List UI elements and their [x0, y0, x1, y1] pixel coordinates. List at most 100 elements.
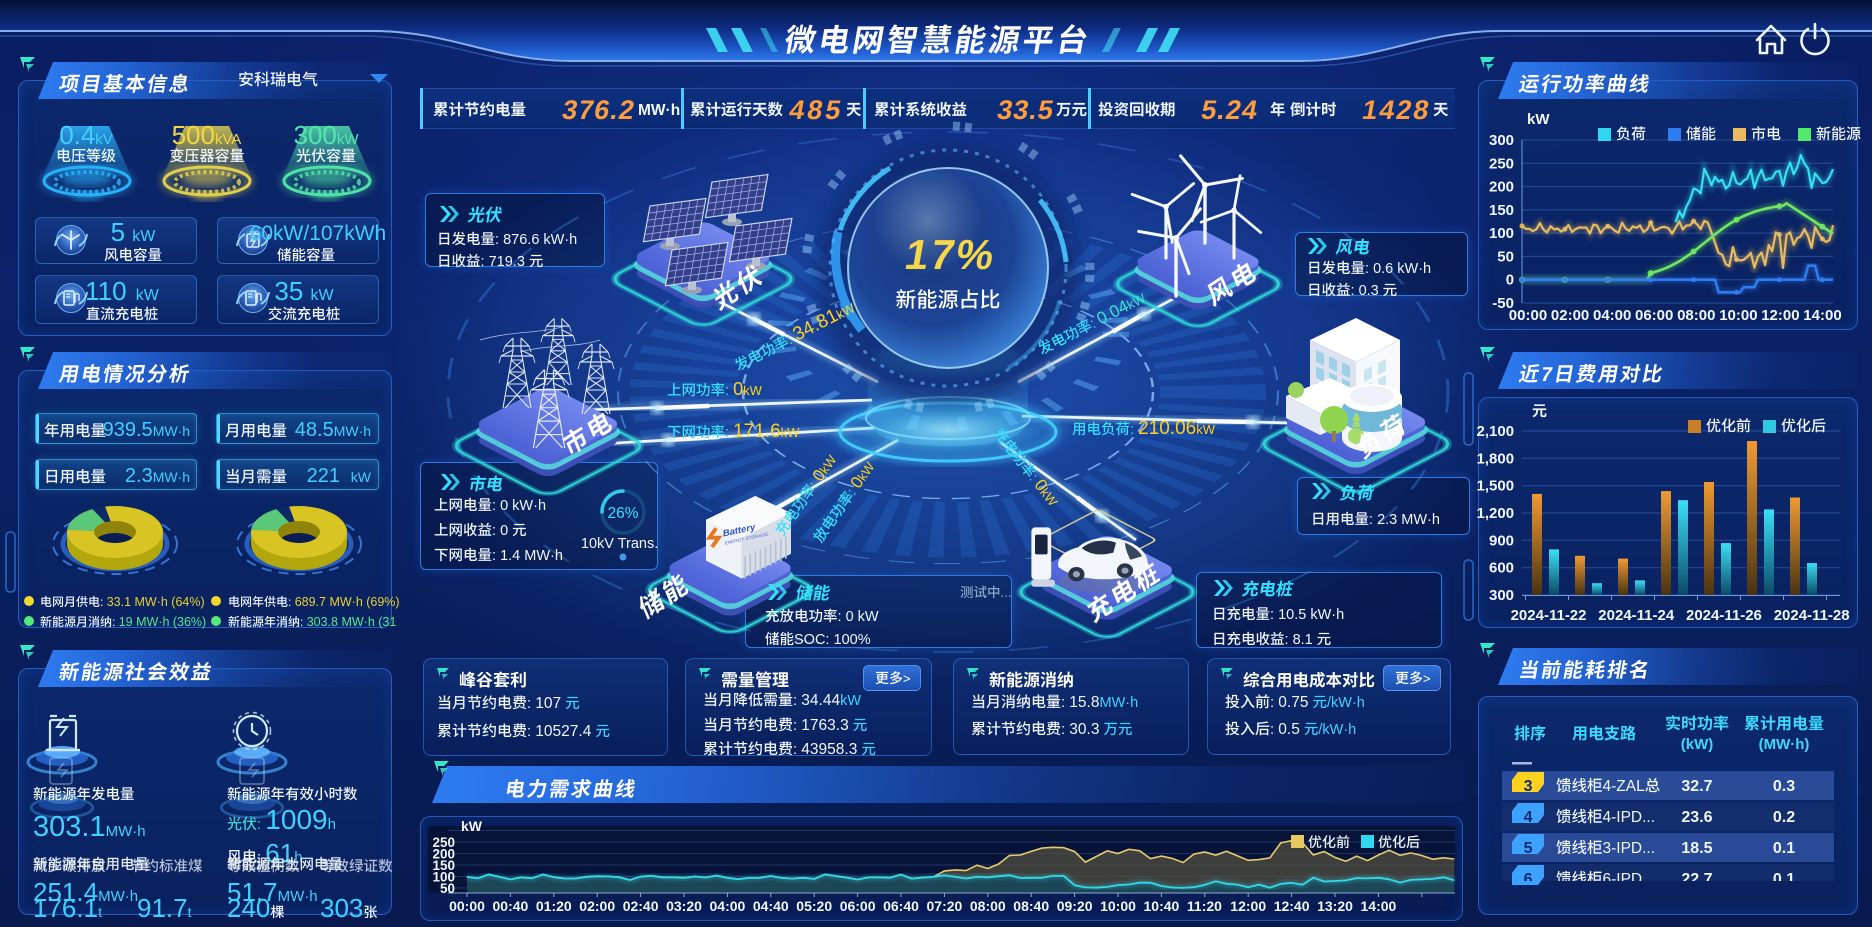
svg-text:15.8: 15.8 — [1069, 694, 1099, 711]
svg-text:06:40: 06:40 — [883, 898, 919, 914]
svg-text:33.1 MW·h (64%): 33.1 MW·h (64%) — [107, 595, 205, 609]
svg-text:kV: kV — [95, 131, 113, 148]
svg-text:0.75: 0.75 — [1278, 694, 1308, 711]
svg-text::: : — [527, 695, 531, 712]
svg-text:0.3: 0.3 — [1359, 283, 1379, 299]
svg-text:300: 300 — [294, 120, 337, 150]
svg-text:08:00: 08:00 — [1677, 307, 1715, 324]
svg-text:04:00: 04:00 — [1593, 307, 1631, 324]
svg-text:02:40: 02:40 — [623, 898, 659, 914]
svg-text:5: 5 — [111, 217, 125, 247]
svg-text::: : — [1088, 316, 1099, 332]
svg-text:12:00: 12:00 — [1230, 898, 1266, 914]
svg-text:kW: kW — [311, 287, 335, 304]
svg-text:6: 6 — [1524, 871, 1533, 888]
svg-text:(kW): (kW) — [1681, 736, 1714, 753]
svg-text:0.1: 0.1 — [1773, 871, 1795, 888]
svg-text:14:00: 14:00 — [1361, 898, 1397, 914]
svg-text:h: h — [294, 849, 302, 866]
svg-text:04:00: 04:00 — [710, 898, 746, 914]
svg-text:250: 250 — [433, 835, 456, 850]
svg-text:719.3: 719.3 — [489, 254, 525, 270]
svg-text:2,100: 2,100 — [1477, 423, 1515, 440]
svg-text:251.4: 251.4 — [33, 877, 98, 907]
svg-text:600: 600 — [1489, 560, 1514, 577]
svg-text::: : — [793, 741, 797, 758]
svg-text:MW·h: MW·h — [106, 823, 146, 840]
svg-text:(MW·h): (MW·h) — [1759, 736, 1810, 753]
svg-text:MW·h: MW·h — [334, 423, 371, 439]
svg-text:...: ... — [1001, 585, 1012, 600]
svg-text:h: h — [328, 816, 336, 833]
svg-text:300: 300 — [1489, 132, 1514, 149]
svg-text:210.06: 210.06 — [1138, 418, 1196, 439]
svg-text:110: 110 — [85, 276, 126, 306]
svg-text:0.4: 0.4 — [59, 120, 95, 150]
svg-text:kW: kW — [743, 383, 763, 398]
svg-text:303.1: 303.1 — [33, 811, 106, 843]
svg-text:1,500: 1,500 — [1477, 478, 1515, 495]
svg-text:900: 900 — [1489, 532, 1514, 549]
svg-text:3: 3 — [1524, 778, 1533, 795]
svg-text:08:00: 08:00 — [970, 898, 1006, 914]
svg-text:6-IPD: 6-IPD — [1603, 871, 1643, 888]
svg-text:200: 200 — [433, 847, 456, 862]
svg-text:05:20: 05:20 — [796, 898, 832, 914]
svg-text:>: > — [903, 671, 911, 686]
svg-text:34.44: 34.44 — [801, 692, 840, 709]
svg-text::: : — [784, 332, 795, 348]
svg-text:02:00: 02:00 — [1551, 307, 1589, 324]
svg-text:1763.3: 1763.3 — [801, 717, 848, 734]
svg-text:4-IPD...: 4-IPD... — [1603, 809, 1656, 826]
svg-text:34.81: 34.81 — [790, 305, 842, 345]
svg-text:04:40: 04:40 — [753, 898, 789, 914]
svg-text:150: 150 — [1489, 202, 1514, 219]
svg-text:kW: kW — [132, 228, 156, 245]
svg-text:2.3: 2.3 — [125, 465, 153, 487]
svg-text::: : — [492, 523, 496, 539]
svg-text:0: 0 — [1506, 272, 1514, 289]
svg-text:14:00: 14:00 — [1803, 307, 1841, 324]
svg-text::: : — [257, 816, 261, 833]
svg-text:1,200: 1,200 — [1477, 505, 1515, 522]
svg-text:176.1: 176.1 — [33, 893, 98, 923]
svg-text:32.7: 32.7 — [1681, 778, 1712, 795]
svg-text:200: 200 — [1489, 179, 1514, 196]
svg-text:MW·h: MW·h — [153, 423, 190, 439]
svg-text:kW: kW — [136, 287, 160, 304]
svg-text::: : — [793, 717, 797, 734]
svg-text::: : — [1270, 721, 1274, 738]
svg-text::: : — [495, 232, 499, 248]
svg-text::: : — [1061, 721, 1065, 738]
svg-text:60kW/107kWh: 60kW/107kWh — [250, 222, 387, 245]
svg-text:2024-11-28: 2024-11-28 — [1774, 607, 1850, 624]
svg-text:kW: kW — [461, 818, 483, 834]
svg-text:00:00: 00:00 — [449, 898, 485, 914]
svg-text::: : — [257, 849, 261, 866]
svg-text:1428: 1428 — [1360, 94, 1433, 125]
svg-text::: : — [100, 595, 103, 609]
svg-text:171.6: 171.6 — [733, 421, 781, 442]
svg-text:22.7: 22.7 — [1681, 871, 1712, 888]
svg-text:MW·h: MW·h — [1100, 695, 1139, 711]
svg-text:17%: 17% — [901, 231, 999, 278]
svg-text:939.5: 939.5 — [103, 419, 153, 441]
svg-text:00:00: 00:00 — [1509, 307, 1547, 324]
svg-text:2024-11-26: 2024-11-26 — [1686, 607, 1762, 624]
svg-text::: : — [725, 425, 729, 441]
svg-text:0.6 kW·h: 0.6 kW·h — [1373, 261, 1431, 277]
svg-text::: : — [1270, 607, 1274, 623]
svg-text:4: 4 — [1524, 809, 1533, 826]
svg-text:08:40: 08:40 — [1013, 898, 1049, 914]
svg-text:kVA: kVA — [215, 131, 241, 148]
svg-text:91.7: 91.7 — [137, 893, 188, 923]
svg-text:500: 500 — [172, 120, 215, 150]
svg-text:12:40: 12:40 — [1274, 898, 1310, 914]
svg-text::: : — [838, 609, 842, 625]
svg-text:8.1: 8.1 — [1293, 632, 1313, 648]
svg-text:06:00: 06:00 — [1635, 307, 1673, 324]
svg-text:48.5: 48.5 — [295, 419, 334, 441]
svg-text:43958.3: 43958.3 — [801, 741, 857, 758]
svg-text::: : — [481, 254, 485, 270]
svg-text:06:00: 06:00 — [840, 898, 876, 914]
